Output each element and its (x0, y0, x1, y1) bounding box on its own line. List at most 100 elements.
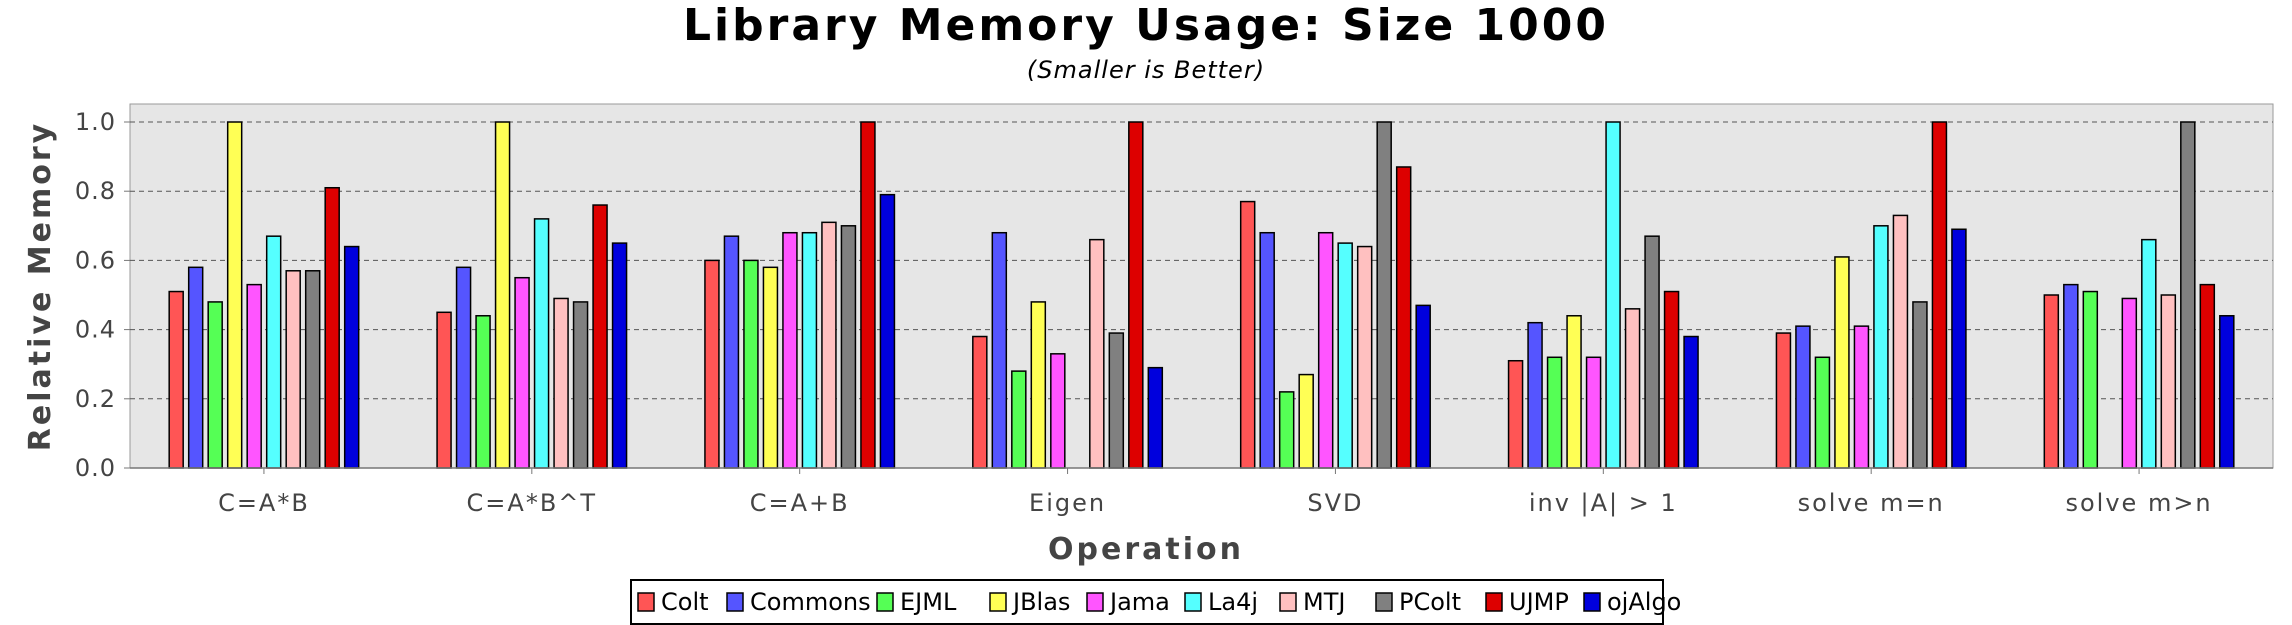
bar-mtj-5 (1624, 308, 1641, 469)
legend-label-jblas: JBlas (1011, 588, 1070, 616)
x-category-label: C=A+B (750, 489, 850, 517)
legend-swatch-commons (726, 592, 744, 612)
legend-swatch-ojalgo (1583, 592, 1601, 612)
bar-ojalgo-0 (343, 245, 360, 469)
bar-ojalgo-1 (611, 242, 628, 469)
bar-jama-4 (1317, 231, 1334, 469)
legend-label-jama: Jama (1108, 588, 1170, 616)
bar-mtj-7 (2160, 294, 2177, 469)
bar-la4j-7 (2141, 238, 2157, 469)
bar-ujmp-5 (1663, 290, 1680, 469)
legend-label-ojalgo: ojAlgo (1607, 588, 1681, 616)
bar-jblas-6 (1834, 256, 1850, 469)
x-category-label: inv |A| > 1 (1529, 489, 1678, 517)
bar-ejml-6 (1814, 356, 1831, 469)
y-axis: 0.0 0.2 0.4 0.6 0.8 1.0 (75, 108, 130, 482)
bar-jblas-5 (1566, 315, 1582, 469)
bar-ojalgo-7 (2219, 315, 2235, 469)
bar-jblas-3 (1030, 301, 1047, 469)
bar-ujmp-4 (1395, 166, 1412, 469)
x-axis: C=A*B C=A*B^T C=A+B Eigen SVD inv |A| > 1 solv… (130, 467, 2273, 517)
bar-pcolt-4 (1376, 121, 1392, 469)
bar-pcolt-2 (840, 225, 857, 469)
bar-ojalgo-3 (1147, 366, 1164, 469)
bar-colt-5 (1507, 359, 1524, 469)
x-category-label: C=A*B (218, 489, 310, 517)
bar-jama-3 (1050, 353, 1066, 469)
y-tick-label: 1.0 (75, 108, 116, 136)
bar-ejml-0 (207, 301, 223, 469)
bar-la4j-0 (265, 235, 282, 469)
bar-la4j-2 (801, 231, 818, 469)
bar-mtj-0 (285, 270, 301, 469)
bar-commons-4 (1259, 231, 1275, 469)
bar-ojalgo-6 (1951, 228, 1967, 469)
y-tick-label: 0.4 (75, 316, 116, 344)
legend-label-commons: Commons (750, 588, 871, 616)
bar-ejml-3 (1011, 370, 1027, 469)
chart-subtitle: (Smaller is Better) (1027, 56, 1265, 84)
y-axis-title: Relative Memory (23, 121, 58, 451)
bar-la4j-6 (1873, 225, 1889, 469)
bar-jblas-1 (494, 121, 511, 469)
bar-jama-6 (1853, 325, 1870, 469)
bar-jblas-4 (1298, 373, 1314, 469)
bar-jama-0 (246, 283, 262, 469)
y-tick-label: 0.6 (75, 246, 116, 274)
legend-label-ujmp: UJMP (1509, 588, 1569, 616)
legend-swatch-jama (1086, 592, 1104, 612)
bar-pcolt-7 (2180, 121, 2196, 469)
bar-mtj-1 (553, 297, 569, 469)
x-category-label: solve m>n (2065, 489, 2212, 517)
bar-ejml-1 (475, 315, 491, 469)
bar-mtj-2 (821, 221, 837, 469)
bar-la4j-4 (1337, 242, 1353, 469)
legend-label-mtj: MTJ (1303, 588, 1345, 616)
bar-colt-6 (1775, 332, 1792, 469)
bar-pcolt-3 (1108, 332, 1125, 469)
bar-ejml-7 (2082, 290, 2099, 469)
bar-colt-3 (972, 335, 988, 469)
bar-jama-2 (782, 231, 798, 469)
bar-commons-6 (1795, 325, 1811, 469)
legend-swatch-jblas (989, 592, 1007, 612)
legend-swatch-mtj (1279, 592, 1297, 612)
bar-mtj-3 (1089, 238, 1105, 469)
bar-mtj-4 (1356, 245, 1373, 469)
bar-colt-1 (436, 311, 452, 469)
bar-ejml-4 (1278, 391, 1295, 469)
chart-title: Library Memory Usage: Size 1000 (683, 0, 1609, 51)
y-tick-label: 0.0 (75, 454, 116, 482)
bar-commons-2 (723, 235, 740, 469)
bar-pcolt-1 (572, 301, 589, 469)
bar-ujmp-1 (592, 204, 608, 469)
legend-label-colt: Colt (661, 588, 709, 616)
bar-jblas-2 (762, 266, 779, 469)
bar-colt-7 (2043, 294, 2060, 469)
bar-ujmp-6 (1931, 121, 1948, 469)
legend-label-pcolt: PColt (1399, 588, 1461, 616)
bar-jama-5 (1585, 356, 1602, 469)
bar-colt-2 (704, 259, 720, 469)
x-category-label: C=A*B^T (467, 489, 598, 517)
legend-swatch-ejml (876, 592, 894, 612)
bar-commons-7 (2063, 283, 2079, 469)
bar-pcolt-0 (304, 270, 321, 469)
bar-colt-0 (168, 290, 184, 469)
legend-swatch-la4j (1184, 592, 1202, 612)
x-category-label: solve m=n (1798, 489, 1945, 517)
bar-mtj-6 (1892, 214, 1909, 469)
x-category-label: Eigen (1029, 489, 1106, 517)
bar-ejml-2 (743, 259, 759, 469)
bar-pcolt-6 (1912, 301, 1928, 469)
legend-swatch-pcolt (1375, 592, 1393, 612)
x-axis-title: Operation (1048, 532, 1244, 567)
bar-ujmp-3 (1128, 121, 1144, 469)
legend-label-ejml: EJML (900, 588, 957, 616)
bars-group (168, 121, 2235, 469)
legend-swatch-colt (637, 592, 655, 612)
bar-la4j-5 (1605, 121, 1621, 469)
bar-ojalgo-2 (879, 193, 896, 469)
bar-colt-4 (1239, 200, 1256, 469)
